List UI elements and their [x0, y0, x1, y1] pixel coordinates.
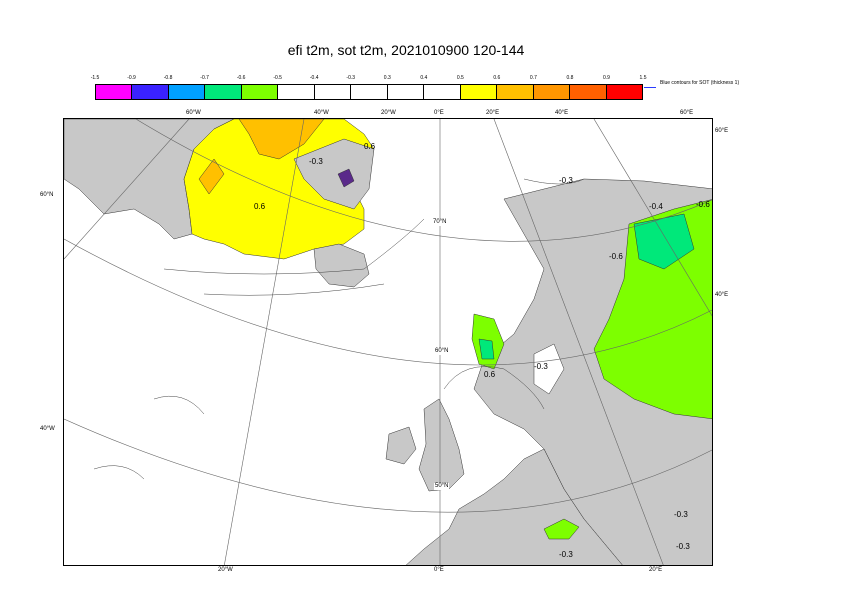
colorbar-tick-label: 0.6 [493, 75, 501, 81]
colorbar-segment [241, 85, 279, 99]
lon-label-bottom: 20°E [649, 567, 663, 573]
lat-label-right: 40°E [715, 292, 729, 298]
sot-contours [93, 178, 585, 480]
colorbar-segment [351, 85, 388, 99]
lat-label-left: 40°W [40, 426, 55, 432]
colorbar-segment [278, 85, 315, 99]
greenland-efi-orange [238, 119, 325, 160]
alps-efi-green [543, 518, 580, 540]
lon-label-top: 0°E [434, 110, 444, 116]
contour-label: 0.6 [364, 142, 376, 151]
colorbar-segment [424, 85, 461, 99]
lon-label-top: 40°E [555, 110, 569, 116]
colorbar-tick-label: -0.8 [163, 75, 173, 81]
colorbar-tick-label: 0.7 [529, 75, 537, 81]
contour-label: -0.3 [676, 542, 690, 551]
map-panel: -0.3 0.6 0.6 -0.3 -0.4 -0.6 -0.6 0.6 -0.… [63, 118, 713, 566]
colorbar-segment [96, 85, 133, 99]
ireland-land [385, 426, 417, 465]
norway-efi-green-dark [478, 338, 495, 360]
lon-label-top: 60°W [186, 110, 201, 116]
colorbar-segment [460, 85, 498, 99]
colorbar-segment [533, 85, 571, 99]
colorbar-segment [606, 85, 643, 99]
greenland-efi-orange-2 [198, 158, 225, 195]
contour-label: -0.3 [534, 362, 548, 371]
contour-label: -0.3 [559, 176, 573, 185]
great-britain-land [418, 398, 465, 492]
colorbar-tick-label: 0.4 [420, 75, 428, 81]
contour-label: -0.3 [559, 550, 573, 559]
efi-colorbar [95, 84, 643, 100]
contour-label: 0.6 [254, 202, 266, 211]
colorbar-segment [168, 85, 206, 99]
colorbar-tick-label: -0.5 [273, 75, 282, 81]
contour-label: -0.6 [696, 200, 710, 209]
colorbar-segment [387, 85, 425, 99]
iceland-land [313, 243, 370, 288]
lat-label-50n: 50°N [434, 483, 450, 490]
colorbar-tick-label: -0.9 [127, 75, 136, 81]
greenland-east-land [293, 138, 375, 210]
baltic-sea [533, 343, 565, 395]
colorbar-tick-label: -0.6 [236, 75, 246, 81]
colorbar-segment [132, 85, 169, 99]
contour-label: -0.3 [674, 510, 688, 519]
colorbar-segment [570, 85, 607, 99]
graticule [64, 119, 712, 565]
lon-label-top: 40°W [314, 110, 329, 116]
lon-label-bottom: 0°E [434, 567, 444, 573]
colorbar-tick-label: 0.8 [566, 75, 574, 81]
map-canvas: -0.3 0.6 0.6 -0.3 -0.4 -0.6 -0.6 0.6 -0.… [64, 119, 712, 565]
lat-label-60n: 60°N [434, 348, 450, 355]
colorbar-tick-label: -0.3 [346, 75, 356, 81]
russia-efi-green-dark [633, 213, 695, 270]
map-title: efi t2m, sot t2m, 2021010900 120-144 [287, 42, 525, 58]
contour-labels: -0.3 0.6 0.6 -0.3 -0.4 -0.6 -0.6 0.6 -0.… [254, 142, 710, 559]
lon-label-bottom: 20°W [218, 567, 233, 573]
contour-label: -0.6 [609, 252, 623, 261]
lon-label-top: 20°W [381, 110, 396, 116]
contour-label: -0.4 [649, 202, 663, 211]
lat-label-70n: 70°N [432, 219, 448, 226]
colorbar-tick-label: -1.5 [90, 75, 100, 81]
colorbar-segment [497, 85, 534, 99]
greenland-magenta-spot [337, 168, 355, 188]
colorbar-tick-label: 0.9 [602, 75, 610, 81]
colorbar-tick-label: 0.5 [456, 75, 464, 81]
lat-label-left: 60°N [40, 192, 54, 198]
lat-label-right: 60°E [715, 128, 729, 134]
sot-legend-line [644, 87, 656, 88]
contour-label: -0.3 [309, 157, 323, 166]
colorbar-tick-label: 1.5 [639, 75, 647, 81]
colorbar-segment [205, 85, 242, 99]
sot-legend-note: Blue contours for SOT (thickness 1) [660, 80, 740, 86]
lon-label-top: 20°E [486, 110, 500, 116]
contour-label: 0.6 [484, 370, 496, 379]
colorbar-tick-label: 0.3 [383, 75, 391, 81]
colorbar-tick-label: -0.7 [200, 75, 209, 81]
lon-label-top: 60°E [680, 110, 694, 116]
colorbar-segment [314, 85, 352, 99]
colorbar-tick-label: -0.4 [309, 75, 319, 81]
